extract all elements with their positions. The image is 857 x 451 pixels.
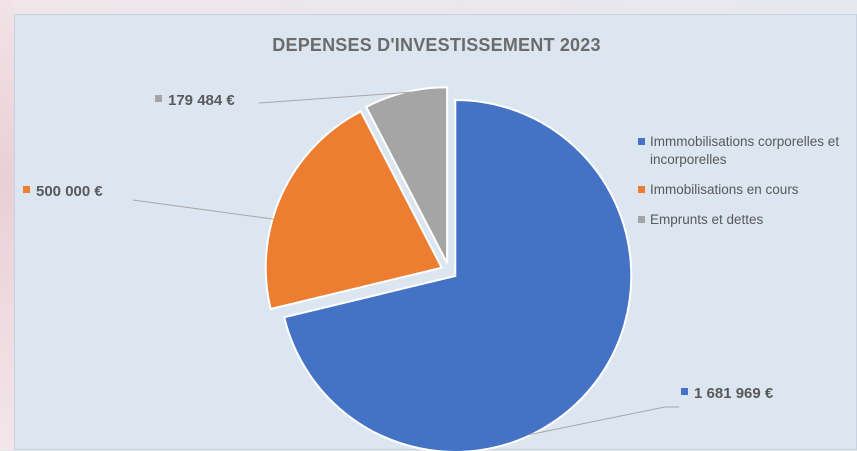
data-label-en-cours: 500 000 € bbox=[23, 183, 103, 200]
background-strip bbox=[0, 0, 14, 450]
leader-line-corporelles bbox=[528, 406, 679, 436]
chart-title: DEPENSES D'INVESTISSEMENT 2023 bbox=[272, 35, 601, 55]
legend-swatch-gray bbox=[638, 216, 645, 223]
background-top bbox=[0, 0, 857, 16]
legend-swatch-orange bbox=[638, 186, 645, 193]
pie-chart bbox=[132, 86, 679, 451]
data-label-swatch bbox=[681, 388, 688, 395]
legend-item-emprunts: Emprunts et dettes bbox=[638, 211, 857, 229]
data-label-text: 179 484 € bbox=[168, 92, 235, 109]
legend-label: Immmobilisations corporelles et incorpor… bbox=[650, 134, 840, 167]
legend-item-corporelles: Immmobilisations corporelles et incorpor… bbox=[638, 133, 857, 169]
pie-slice-en-cours[interactable] bbox=[264, 110, 444, 311]
legend-label: Immobilisations en cours bbox=[650, 182, 799, 197]
chart-area[interactable]: DEPENSES D'INVESTISSEMENT 2023 Immmobili… bbox=[14, 14, 857, 451]
data-label-text: 1 681 969 € bbox=[694, 385, 774, 402]
legend-label: Emprunts et dettes bbox=[650, 212, 764, 227]
leader-line-en-cours bbox=[132, 199, 275, 220]
data-label-swatch bbox=[23, 186, 30, 193]
data-label-emprunts: 179 484 € bbox=[155, 92, 235, 109]
leader-line-emprunts bbox=[258, 91, 419, 104]
legend: Immmobilisations corporelles et incorpor… bbox=[638, 133, 857, 241]
pie-slice-corporelles[interactable] bbox=[283, 98, 633, 451]
data-label-swatch bbox=[155, 95, 162, 102]
data-label-corporelles: 1 681 969 € bbox=[681, 385, 773, 402]
data-label-text: 500 000 € bbox=[36, 183, 103, 200]
legend-item-en-cours: Immobilisations en cours bbox=[638, 181, 857, 199]
legend-swatch-blue bbox=[638, 138, 645, 145]
